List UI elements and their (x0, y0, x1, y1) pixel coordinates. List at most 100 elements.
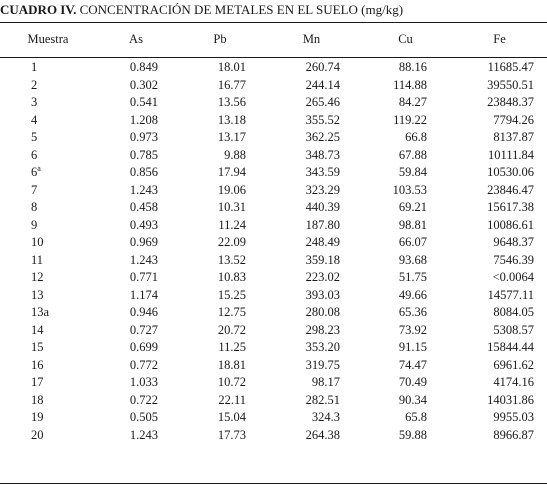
header-rule (0, 57, 547, 58)
metals-table: Muestra As Pb Mn Cu Fe 1 0.849 18.01 260.74… (0, 22, 547, 444)
cell-sample: 14 (0, 322, 96, 340)
cell-mn-value: 244.14 (305, 77, 340, 92)
cell-fe: 39550.51 (452, 77, 547, 95)
cell-cu-value: 65.8 (405, 410, 427, 424)
cell-mn-value: 393.03 (305, 287, 340, 302)
table-row: 6 0.785 9.88 348.73 67.88 10111.84 (0, 147, 547, 165)
cell-as-value: 0.973 (129, 130, 158, 144)
cell-fe-value: 6961.62 (493, 357, 534, 372)
col-header-mn: Mn (302, 32, 321, 46)
cell-as: 0.505 (96, 409, 176, 427)
cell-sample: 13 (0, 287, 96, 305)
cell-pb: 13.18 (176, 112, 264, 130)
cell-mn: 223.02 (264, 269, 359, 287)
cell-pb-value: 13.17 (217, 130, 246, 144)
cell-mn: 187.80 (264, 217, 359, 235)
cell-cu-value: 59.84 (398, 165, 427, 179)
cell-sample-value: 6 (31, 147, 38, 162)
cell-fe: 7794.26 (452, 112, 547, 130)
cell-sample: 6a (0, 164, 96, 182)
cell-cu-value: 119.22 (393, 112, 427, 127)
cell-mn: 343.59 (264, 164, 359, 182)
cell-sample: 11 (0, 252, 96, 270)
cell-mn-value: 324.3 (311, 410, 340, 424)
cell-as: 1.174 (96, 287, 176, 305)
cell-mn: 362.25 (264, 129, 359, 147)
cell-as: 0.493 (96, 217, 176, 235)
cell-cu: 73.92 (359, 322, 452, 340)
col-header-as: As (129, 32, 143, 46)
cell-sample: 16 (0, 357, 96, 375)
cell-as: 0.973 (96, 129, 176, 147)
cell-pb-value: 15.04 (217, 410, 246, 424)
cell-pb: 13.52 (176, 252, 264, 270)
table-row: 1 0.849 18.01 260.74 88.16 11685.47 (0, 57, 547, 77)
cell-sample: 13a (0, 304, 96, 322)
cell-mn: 359.18 (264, 252, 359, 270)
cell-fe-value: 14577.11 (487, 287, 534, 302)
cell-pb-value: 17.94 (217, 165, 246, 179)
cell-pb: 10.72 (176, 374, 264, 392)
cell-fe: 8966.87 (452, 427, 547, 445)
cell-pb-value: 11.24 (218, 217, 246, 232)
cell-fe-value: <0.0064 (492, 270, 534, 284)
cell-fe-value: 9955.03 (493, 410, 534, 424)
cell-pb: 18.01 (176, 57, 264, 77)
cell-pb-value: 9.88 (224, 147, 246, 162)
cell-cu: 84.27 (359, 94, 452, 112)
cell-as-value: 1.243 (129, 427, 158, 442)
cell-mn-value: 264.38 (305, 427, 340, 442)
cell-fe: 10111.84 (452, 147, 547, 165)
table-row: 11 1.243 13.52 359.18 93.68 7546.39 (0, 252, 547, 270)
table-row: 17 1.033 10.72 98.17 70.49 4174.16 (0, 374, 547, 392)
cell-sample: 20 (0, 427, 96, 445)
table-row: 5 0.973 13.17 362.25 66.8 8137.87 (0, 129, 547, 147)
cell-cu-value: 74.47 (398, 357, 427, 372)
col-header-sample: Muestra (27, 32, 69, 46)
cell-as-value: 0.505 (129, 410, 158, 424)
cell-fe-value: 7546.39 (493, 252, 534, 267)
cell-pb: 16.77 (176, 77, 264, 95)
cell-mn-value: 98.17 (311, 375, 340, 389)
cell-as: 1.208 (96, 112, 176, 130)
cell-as-value: 1.174 (129, 287, 158, 302)
cell-as-value: 0.541 (129, 95, 158, 109)
cell-pb-value: 13.52 (217, 252, 246, 267)
cell-pb-value: 22.09 (217, 235, 246, 249)
cell-fe: 11685.47 (452, 57, 547, 77)
cell-fe-value: 8084.05 (493, 305, 534, 319)
table-row: 19 0.505 15.04 324.3 65.8 9955.03 (0, 409, 547, 427)
cell-mn-value: 362.25 (305, 130, 340, 144)
cell-mn-value: 280.08 (305, 305, 340, 319)
cell-sample-value: 2 (31, 77, 38, 92)
bottom-rule (0, 483, 547, 484)
cell-mn: 393.03 (264, 287, 359, 305)
cell-pb-value: 10.83 (217, 270, 246, 284)
cell-mn: 353.20 (264, 339, 359, 357)
cell-as-value: 1.033 (129, 375, 158, 389)
cell-fe-value: 15844.44 (487, 340, 534, 354)
cell-pb-value: 19.06 (217, 182, 246, 197)
cell-as: 0.772 (96, 357, 176, 375)
cell-pb: 13.56 (176, 94, 264, 112)
cell-pb: 19.06 (176, 182, 264, 200)
cell-fe: 14577.11 (452, 287, 547, 305)
cell-sample-value: 15 (31, 340, 44, 354)
cell-mn: 323.29 (264, 182, 359, 200)
cell-sample: 8 (0, 199, 96, 217)
cell-cu: 88.16 (359, 57, 452, 77)
cell-fe-value: 7794.26 (493, 112, 534, 127)
cell-cu: 74.47 (359, 357, 452, 375)
cell-as: 0.727 (96, 322, 176, 340)
table-caption: CUADRO IV. CONCENTRACIÓN DE METALES EN E… (0, 0, 547, 20)
cell-cu: 103.53 (359, 182, 452, 200)
cell-fe: <0.0064 (452, 269, 547, 287)
cell-sample-value: 17 (31, 375, 44, 389)
cell-cu-value: 73.92 (398, 322, 427, 337)
cell-as: 0.969 (96, 234, 176, 252)
cell-sample: 5 (0, 129, 96, 147)
cell-as: 0.785 (96, 147, 176, 165)
cell-fe: 23846.47 (452, 182, 547, 200)
cell-pb-value: 10.31 (217, 200, 246, 214)
cell-sample-value: 13 (31, 287, 44, 302)
